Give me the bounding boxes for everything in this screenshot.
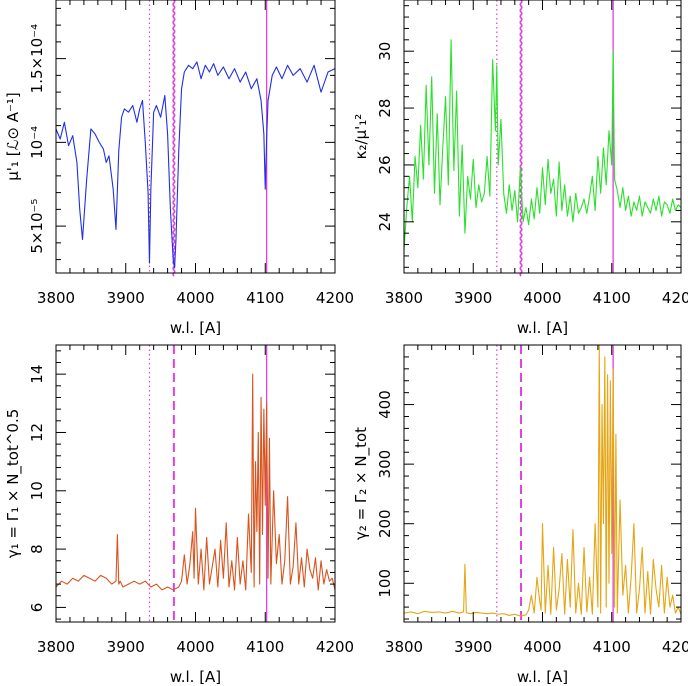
y-tick-label: 1.5×10⁻⁴ — [28, 24, 46, 93]
x-tick-label: 4000 — [176, 289, 214, 307]
x-tick-label: 3800 — [37, 638, 75, 656]
y-tick-label: 300 — [376, 450, 394, 479]
y-tick-label: 6 — [28, 603, 46, 613]
y-tick-label: 14 — [28, 365, 46, 384]
y-tick-label: 400 — [376, 390, 394, 419]
plot-frame — [55, 0, 336, 274]
x-tick-label: 4200 — [316, 289, 354, 307]
x-tick-label: 3800 — [385, 289, 423, 307]
x-tick-label: 3900 — [107, 289, 145, 307]
panel-top-left: 3800 3900 4000 4100 4200 5×10⁻⁵ 10⁻⁴ 1.5×10⁻⁴ w.… — [4, 0, 354, 337]
y-tick-label: 200 — [376, 509, 394, 538]
panel-bottom-right: 3800 3900 4000 4100 4200 100 200 300 400 w.l. [A]… — [352, 344, 688, 686]
x-tick-label: 4200 — [316, 638, 354, 656]
y-axis-label: γ₂ = Γ₂ × N_tot — [352, 427, 371, 540]
y-tick-label: 12 — [28, 423, 46, 442]
panel-bottom-left: 3800 3900 4000 4100 4200 6 8 10 12 14 w.l. [A] γ₁ =… — [4, 344, 354, 686]
x-tick-label: 3900 — [454, 638, 492, 656]
y-tick-label: 8 — [28, 544, 46, 554]
y-tick-label: 100 — [376, 569, 394, 598]
series-line — [56, 61, 335, 269]
y-axis-label: μ'₁ [ℒ⊙ A⁻¹] — [4, 92, 22, 180]
y-axis-label: γ₁ = Γ₁ × N_tot^0.5 — [4, 409, 23, 559]
x-tick-label: 3800 — [37, 289, 75, 307]
y-tick-label: 10⁻⁴ — [28, 126, 46, 159]
x-tick-label: 3800 — [385, 638, 423, 656]
x-tick-label: 3900 — [454, 289, 492, 307]
x-tick-label: 4100 — [593, 638, 631, 656]
series-line — [404, 345, 681, 617]
y-tick-label: 26 — [376, 155, 394, 174]
x-tick-label: 4000 — [523, 638, 561, 656]
y-axis-label: κ₂/μ'₁² — [352, 114, 370, 160]
y-tick-label: 24 — [376, 212, 394, 231]
plot-frame — [403, 344, 682, 623]
x-tick-label: 4200 — [662, 638, 688, 656]
y-tick-label: 5×10⁻⁵ — [28, 199, 46, 254]
x-tick-label: 4200 — [662, 289, 688, 307]
line-marker-wavy — [519, 0, 523, 277]
x-axis-label: w.l. [A] — [517, 668, 568, 686]
x-tick-label: 4000 — [523, 289, 561, 307]
panel-top-right: 3800 3900 4000 4100 4200 24 26 28 30 w.l. [A] κ₂/μ… — [352, 0, 688, 337]
x-axis-label: w.l. [A] — [517, 319, 568, 337]
series-line — [404, 39, 681, 251]
series-line — [56, 373, 335, 591]
y-tick-label: 30 — [376, 42, 394, 61]
y-tick-label: 10 — [28, 481, 46, 500]
x-tick-label: 4100 — [246, 289, 284, 307]
x-tick-label: 4100 — [593, 289, 631, 307]
x-axis-label: w.l. [A] — [170, 668, 221, 686]
x-tick-label: 4000 — [176, 638, 214, 656]
x-tick-label: 3900 — [107, 638, 145, 656]
line-marker-wavy — [172, 0, 176, 277]
x-tick-label: 4100 — [246, 638, 284, 656]
plot-frame — [403, 0, 682, 274]
y-tick-label: 28 — [376, 99, 394, 118]
plot-frame — [55, 344, 336, 623]
x-axis-label: w.l. [A] — [170, 319, 221, 337]
